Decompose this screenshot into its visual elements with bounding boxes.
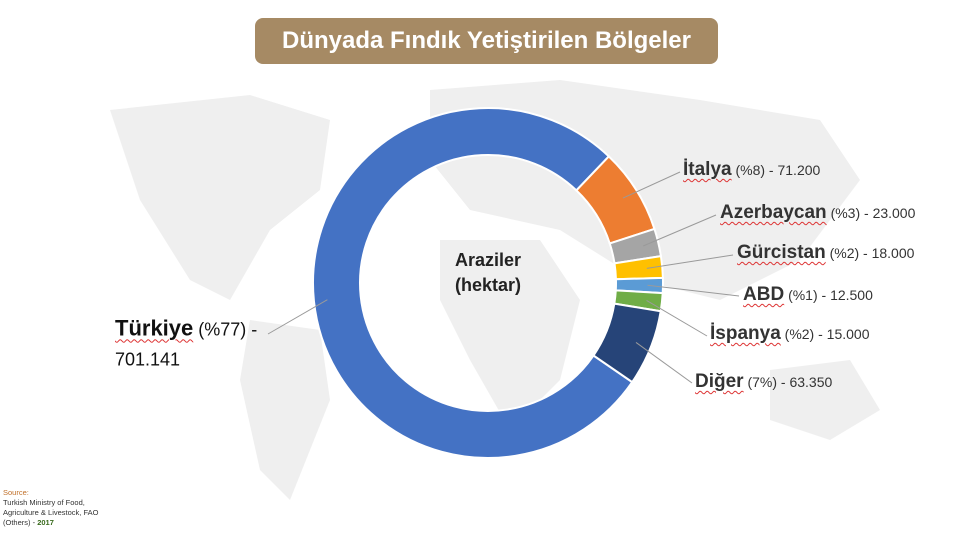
slice-label: Türkiye (%77) - 701.141 [115, 314, 280, 375]
leader-line [642, 214, 717, 247]
source-year: 2017 [37, 518, 54, 527]
category-label: Gürcistan [737, 242, 826, 263]
leader-line [647, 284, 740, 297]
slice-label: Azerbaycan (%3) - 23.000 [720, 202, 915, 224]
value-label: (7%) - 63.350 [747, 374, 833, 390]
value-label: (%2) - 18.000 [829, 245, 915, 261]
slice-label: İtalya (%8) - 71.200 [683, 159, 820, 181]
slice-label: ABD (%1) - 12.500 [743, 284, 873, 306]
source-note: Source: Turkish Ministry of Food, Agricu… [3, 488, 113, 528]
center-label-line: (hektar) [454, 275, 521, 295]
slice-label: İspanya (%2) - 15.000 [710, 323, 869, 345]
source-label: Source: [3, 488, 29, 497]
slice-label: Gürcistan (%2) - 18.000 [737, 242, 914, 264]
value-label: (%8) - 71.200 [735, 162, 821, 178]
leader-line [267, 299, 328, 335]
leader-line [646, 254, 734, 269]
leader-line [635, 342, 693, 384]
donut-slice [592, 302, 662, 384]
center-label: Araziler (hektar) [428, 248, 548, 298]
center-label-line: Araziler [454, 250, 522, 270]
value-label: (%77) - 701.141 [115, 319, 258, 370]
donut-slice [312, 107, 634, 459]
source-text: Turkish Ministry of Food, Agriculture & … [3, 498, 99, 527]
chart-title: Dünyada Fındık Yetiştirilen Bölgeler [255, 18, 718, 64]
category-label: Azerbaycan [720, 202, 827, 223]
category-label: Türkiye [115, 315, 194, 341]
category-label: Diğer [695, 371, 744, 392]
value-label: (%1) - 12.500 [788, 287, 873, 303]
category-label: İspanya [710, 323, 781, 344]
leader-line [646, 300, 708, 337]
slice-label: Diğer (7%) - 63.350 [695, 371, 832, 393]
value-label: (%2) - 15.000 [784, 326, 870, 342]
leader-line [622, 171, 681, 199]
category-label: İtalya [683, 159, 732, 180]
value-label: (%3) - 23.000 [830, 205, 916, 221]
category-label: ABD [743, 284, 785, 305]
